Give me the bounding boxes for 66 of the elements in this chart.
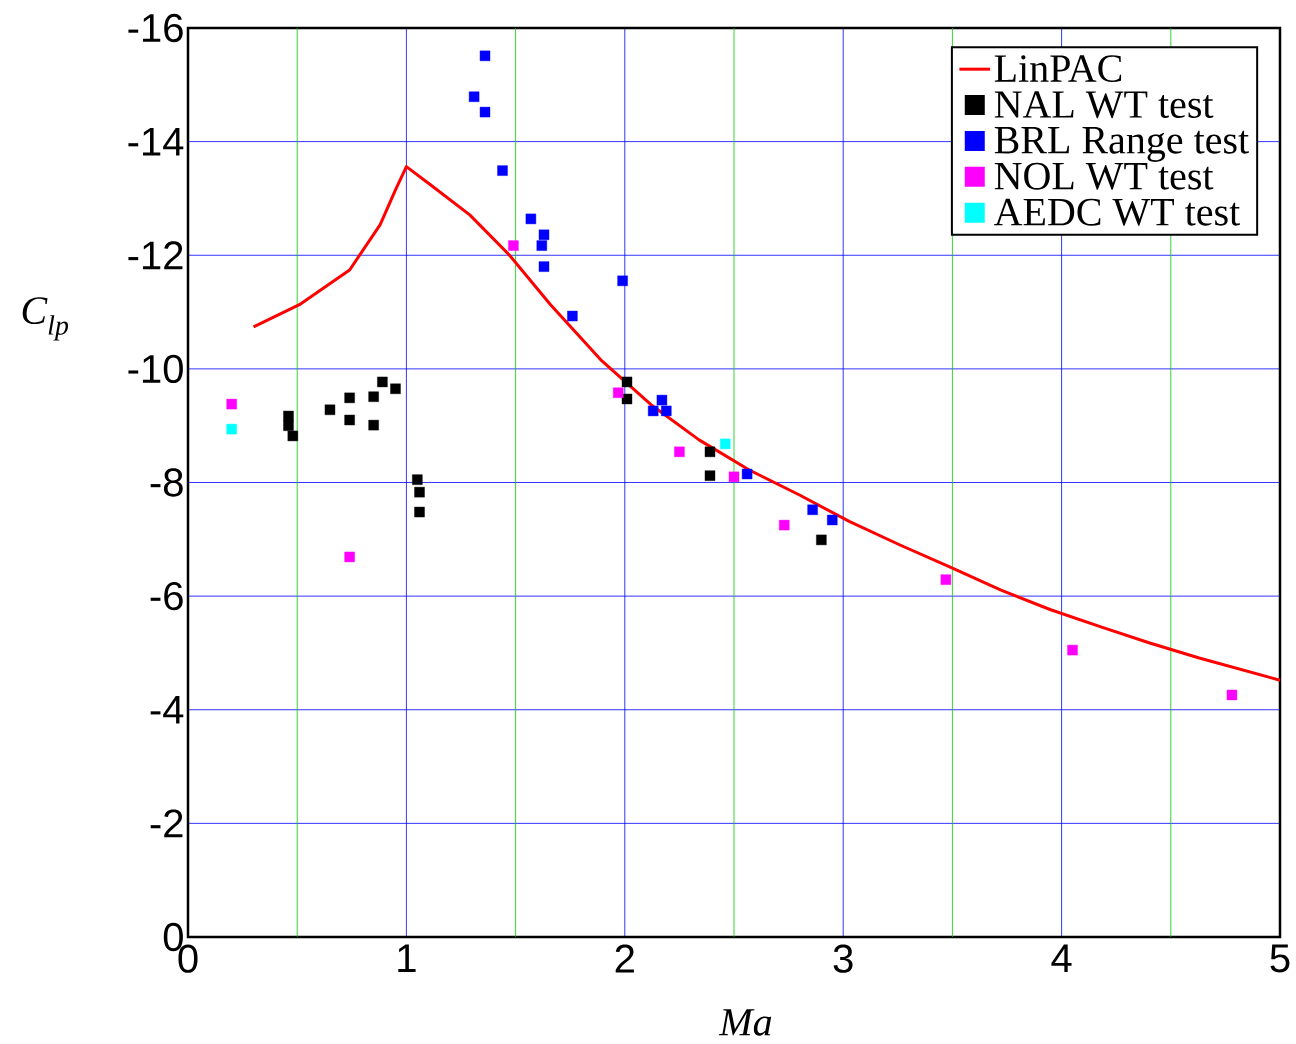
point bbox=[728, 471, 740, 483]
point bbox=[283, 410, 294, 422]
point bbox=[497, 165, 508, 176]
legend-label: NOL WT test bbox=[994, 162, 1214, 190]
point bbox=[414, 486, 425, 498]
point bbox=[508, 240, 519, 251]
point bbox=[525, 213, 537, 225]
y-tick-label: -16 bbox=[128, 13, 183, 43]
point bbox=[344, 392, 355, 404]
x-tick-label: 2 bbox=[615, 944, 634, 973]
point bbox=[613, 387, 624, 398]
point bbox=[479, 106, 491, 118]
point bbox=[324, 404, 336, 415]
point bbox=[368, 419, 379, 431]
point bbox=[479, 50, 491, 62]
point bbox=[779, 519, 790, 531]
point bbox=[656, 394, 668, 406]
point bbox=[538, 261, 550, 272]
point bbox=[538, 229, 550, 240]
point bbox=[412, 474, 423, 485]
y-tick-label: -4 bbox=[150, 696, 184, 724]
y-tick-label: -14 bbox=[128, 127, 184, 156]
legend-label: BRL Range test bbox=[994, 127, 1249, 162]
point bbox=[226, 423, 237, 435]
point bbox=[368, 391, 379, 402]
point bbox=[226, 398, 237, 410]
y-tick-label: -6 bbox=[150, 581, 183, 611]
point bbox=[807, 504, 818, 515]
point bbox=[940, 574, 952, 585]
point bbox=[567, 310, 578, 322]
point bbox=[468, 91, 480, 102]
x-tick-label: 1 bbox=[398, 944, 416, 973]
point bbox=[1067, 644, 1078, 656]
point bbox=[704, 470, 716, 481]
x-tick-label: 5 bbox=[1270, 944, 1290, 973]
x-tick-label: 3 bbox=[833, 944, 853, 973]
point bbox=[661, 405, 672, 417]
y-tick-label: -12 bbox=[128, 241, 183, 270]
point bbox=[344, 551, 355, 563]
point bbox=[621, 376, 633, 388]
point bbox=[344, 414, 355, 426]
legend-label: LinPAC bbox=[994, 55, 1122, 83]
x-tick-label: 4 bbox=[1051, 944, 1072, 973]
x-axis-title: Ma bbox=[718, 1009, 772, 1036]
y-tick-label: -8 bbox=[150, 468, 183, 497]
y-tick-label: -2 bbox=[150, 809, 183, 838]
point bbox=[741, 468, 753, 480]
point bbox=[390, 383, 401, 394]
point bbox=[647, 405, 659, 417]
legend-label: AEDC WT test bbox=[994, 198, 1240, 226]
y-axis-title: C$_{lp}$ bbox=[22, 297, 69, 341]
point bbox=[621, 393, 633, 405]
point bbox=[287, 430, 299, 442]
point bbox=[816, 534, 827, 546]
point bbox=[674, 446, 685, 458]
point bbox=[720, 438, 731, 450]
legend-label: NAL WT test bbox=[994, 91, 1214, 119]
point bbox=[704, 446, 716, 458]
point bbox=[414, 506, 425, 518]
point bbox=[617, 275, 628, 287]
point bbox=[536, 240, 548, 251]
y-tick-label: -10 bbox=[128, 354, 183, 384]
point bbox=[1226, 689, 1238, 701]
point bbox=[377, 376, 388, 388]
point bbox=[283, 420, 294, 431]
point bbox=[827, 514, 838, 526]
